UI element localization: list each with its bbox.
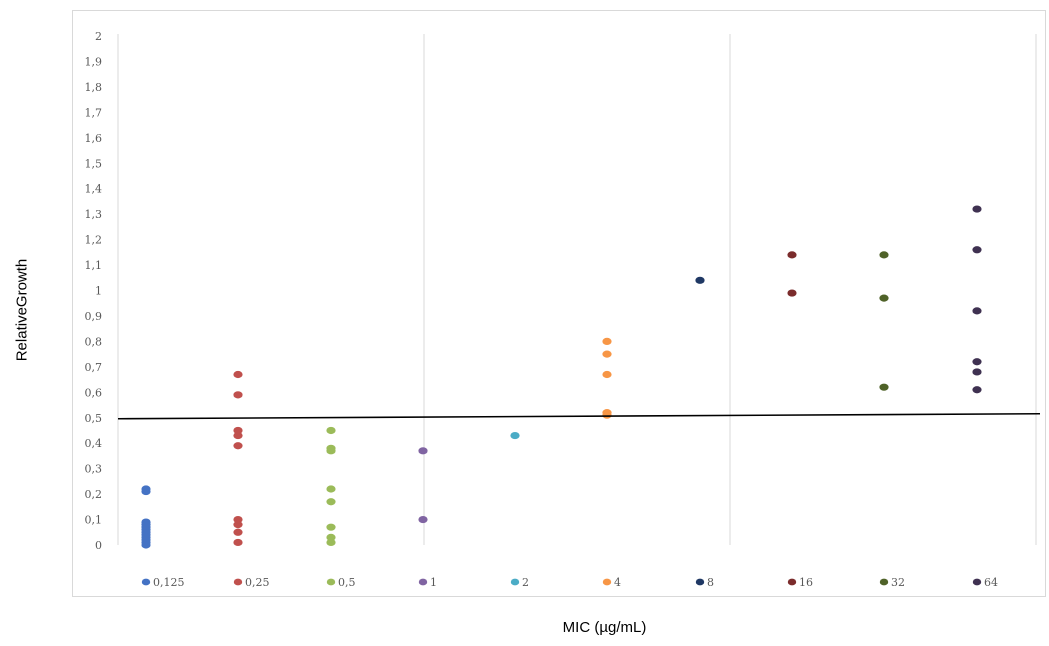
y-tick-label: 2 [95,30,102,43]
data-point-4 [602,370,612,379]
legend: 0,125 0,25 0,5 1 2 4 8 16 32 64 [141,576,998,589]
data-point-0-5 [326,498,336,506]
y-tick-labels: 0 0,1 0,2 0,3 0,4 0,5 0,6 0,7 0,8 0,9 1 1,1 1,2 1,3 1,… [85,30,103,552]
legend-marker [787,578,797,586]
legend-marker [418,578,428,586]
y-tick-label: 1,3 [85,208,103,221]
y-tick-label: 0,4 [85,437,103,450]
data-point-0-25 [233,528,243,536]
legend-label: 0,25 [245,576,270,589]
y-tick-label: 1,9 [85,55,103,68]
y-tick-label: 1,5 [85,157,103,170]
data-point-1 [418,447,428,455]
data-point-0-5 [326,485,336,493]
y-tick-label: 0,6 [85,386,103,399]
grid-lines [117,34,1037,545]
data-point-32 [879,383,889,391]
y-tick-label: 1,2 [85,234,103,247]
data-point-0-25 [233,391,243,399]
chart-frame [72,10,1046,597]
data-point-0-25 [233,370,243,379]
data-point-64 [972,246,982,254]
data-point-0-5 [326,447,336,455]
legend-label: 16 [799,576,813,589]
data-point-0-5 [326,523,336,531]
y-tick-label: 1,6 [85,132,103,145]
legend-label: 8 [707,576,714,589]
data-point-1 [418,515,428,524]
data-points [141,205,982,549]
data-point-0-25 [233,521,243,529]
data-point-0-25 [233,515,243,524]
legend-marker [602,578,612,586]
data-point-64 [972,205,982,213]
y-tick-label: 1,7 [85,106,103,119]
legend-marker [972,578,982,586]
legend-marker [326,578,336,586]
data-point-32 [879,294,889,302]
data-point-0-125 [141,487,151,496]
legend-label: 2 [522,576,529,589]
data-point-64 [972,368,982,376]
data-point-16 [787,251,797,259]
y-tick-label: 0,1 [85,514,103,527]
legend-marker [510,578,520,586]
legend-label: 0,5 [338,576,356,589]
legend-label: 4 [614,576,621,589]
legend-marker [233,578,243,586]
data-point-0-125 [141,541,151,549]
data-point-2 [510,431,520,440]
y-tick-label: 0,8 [85,335,103,348]
legend-label: 0,125 [153,576,185,589]
y-tick-label: 0,2 [85,488,103,501]
data-point-0-25 [233,538,243,547]
y-tick-label: 1,4 [85,183,103,196]
y-tick-label: 0,5 [85,412,103,425]
legend-marker [141,578,151,586]
y-tick-label: 0 [95,539,102,552]
data-point-4 [602,337,612,345]
data-point-64 [972,307,982,315]
legend-marker [879,578,889,586]
threshold-line [117,412,1041,420]
y-tick-label: 1,8 [85,81,103,94]
y-tick-label: 1 [95,285,102,298]
y-tick-label: 0,3 [85,463,103,476]
y-tick-label: 0,7 [85,361,103,374]
data-point-0-25 [233,426,243,435]
data-point-4 [602,350,612,358]
data-point-16 [787,289,797,297]
y-axis-title-text: RelativeGrowth [13,258,31,362]
legend-label: 32 [891,576,905,589]
data-point-8 [695,276,705,284]
data-point-32 [879,251,889,259]
data-point-0-25 [233,442,243,450]
data-point-4 [602,411,612,419]
x-axis-title: MIC (µg/mL) [562,619,647,636]
data-point-0-5 [326,426,336,435]
data-point-0-25 [233,431,243,440]
legend-label: 64 [984,576,998,589]
data-point-64 [972,358,982,366]
legend-marker [695,578,705,586]
data-point-64 [972,386,982,394]
data-point-0-5 [326,533,336,541]
y-tick-label: 0,9 [85,310,103,323]
data-point-0-5 [326,538,336,547]
y-tick-label: 1,1 [85,259,103,272]
legend-label: 1 [430,576,437,589]
